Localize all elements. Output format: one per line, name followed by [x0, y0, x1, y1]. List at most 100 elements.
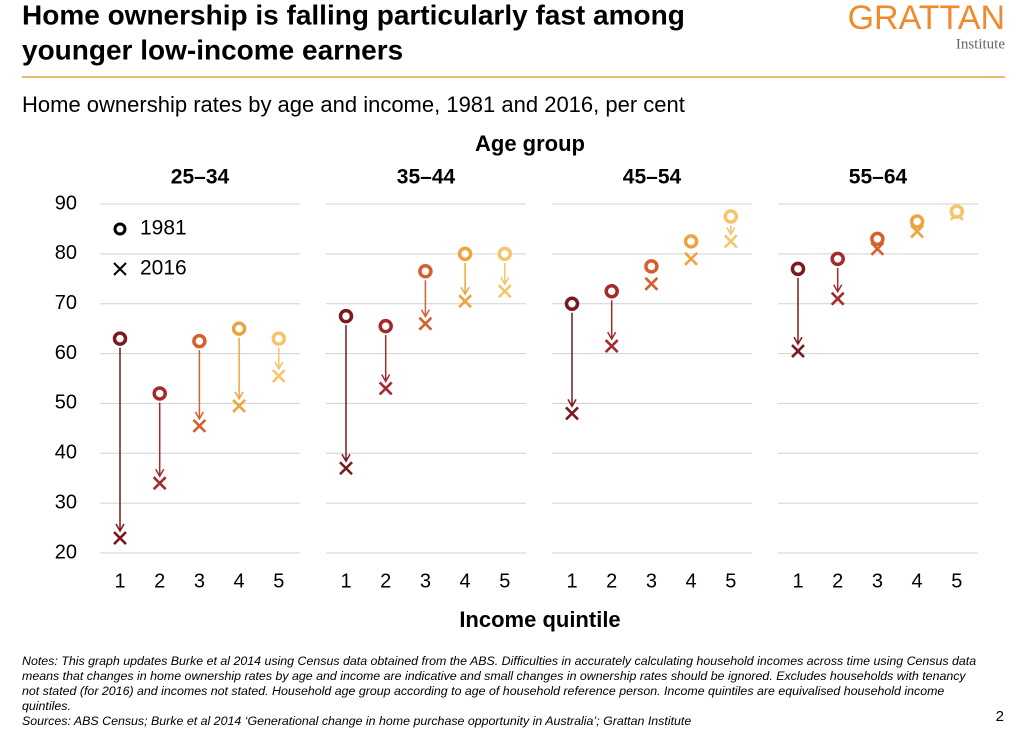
x-tick-label: 5 [499, 570, 510, 592]
marker-1981 [790, 261, 806, 277]
marker-1981 [949, 204, 965, 219]
marker-2016 [192, 418, 207, 433]
marker-1981 [271, 331, 287, 346]
marker-1981 [112, 331, 128, 346]
x-tick-label: 4 [460, 570, 471, 592]
change-arrow [274, 347, 284, 371]
x-tick-label: 3 [646, 570, 657, 592]
marker-1981 [378, 318, 393, 334]
x-tick-label: 3 [420, 570, 431, 592]
y-tick-label: 50 [55, 392, 77, 414]
y-tick-label: 30 [55, 491, 77, 513]
panel-title: 55–64 [849, 166, 908, 189]
marker-1981 [564, 296, 580, 311]
y-tick-label: 70 [55, 292, 77, 314]
marker-2016 [418, 316, 433, 331]
marker-1981 [870, 231, 885, 247]
change-arrow [155, 402, 165, 478]
marker-2016 [644, 276, 659, 291]
marker-1981 [338, 308, 354, 324]
marker-1981 [604, 284, 619, 299]
x-tick-label: 1 [340, 570, 351, 592]
change-arrow [726, 225, 736, 236]
marker-1981 [418, 264, 433, 279]
x-tick-label: 5 [951, 570, 962, 592]
marker-2016 [497, 284, 512, 299]
y-tick-label: 80 [55, 242, 77, 264]
change-arrow [500, 262, 510, 286]
subtitle: Home ownership rates by age and income, … [22, 92, 685, 117]
x-tick-label: 1 [114, 570, 125, 592]
marker-2016 [152, 476, 167, 491]
x-tick-label: 2 [832, 570, 843, 592]
marker-1981 [723, 209, 739, 224]
x-tick-label: 3 [194, 570, 205, 592]
change-arrow [607, 300, 617, 341]
panel-title: 35–44 [397, 166, 456, 189]
title-line: Home ownership is falling particularly f… [22, 0, 685, 30]
x-tick-label: 2 [154, 570, 165, 592]
x-axis-label: Income quintile [459, 607, 620, 632]
panel-title: 25–34 [171, 166, 230, 189]
x-tick-label: 1 [792, 570, 803, 592]
marker-2016 [604, 339, 619, 354]
change-arrow [115, 347, 125, 533]
change-arrow [420, 280, 431, 319]
marker-2016 [339, 461, 353, 476]
x-tick-label: 5 [725, 570, 736, 592]
y-tick-label: 20 [55, 541, 77, 563]
marker-1981 [683, 234, 699, 249]
logo-sub: Institute [956, 36, 1006, 52]
marker-1981 [830, 251, 845, 267]
marker-2016 [723, 234, 738, 249]
change-arrow [194, 350, 205, 421]
marker-1981 [497, 246, 513, 262]
marker-2016 [565, 406, 579, 421]
y-tick-label: 40 [55, 442, 77, 464]
marker-1981 [457, 246, 473, 262]
sources: Sources: ABS Census; Burke et al 2014 ‘G… [22, 714, 692, 728]
marker-2016 [271, 369, 286, 383]
legend-label: 2016 [140, 257, 187, 280]
marker-1981 [192, 333, 207, 349]
panel-title: 45–54 [623, 166, 682, 189]
legend-label: 1981 [140, 217, 187, 240]
marker-1981 [909, 214, 925, 229]
chart: Home ownership is falling particularly f… [22, 0, 1006, 632]
y-tick-label: 90 [55, 192, 77, 214]
panel-group-label: Age group [475, 131, 585, 156]
page-number: 2 [995, 708, 1004, 725]
change-arrow [793, 277, 803, 346]
x-tick-label: 4 [912, 570, 923, 592]
legend-marker [113, 222, 127, 236]
marker-2016 [830, 291, 845, 306]
y-tick-label: 60 [55, 342, 77, 364]
x-tick-label: 4 [686, 570, 697, 592]
x-tick-label: 3 [872, 570, 883, 592]
marker-2016 [113, 531, 127, 545]
change-arrow [381, 335, 391, 383]
marker-1981 [644, 259, 659, 274]
x-tick-label: 2 [606, 570, 617, 592]
notes-text: Notes: This graph updates Burke et al 20… [22, 654, 977, 713]
marker-2016 [684, 251, 699, 266]
logo: GRATTAN [848, 0, 1005, 37]
x-tick-label: 1 [566, 570, 577, 592]
marker-2016 [378, 381, 393, 396]
change-arrow [567, 312, 577, 408]
x-tick-label: 2 [380, 570, 391, 592]
marker-1981 [231, 321, 247, 336]
title-line: younger low-income earners [22, 34, 403, 65]
change-arrow [234, 337, 244, 401]
marker-2016 [458, 294, 473, 309]
change-arrow [460, 262, 470, 296]
marker-2016 [791, 344, 805, 358]
legend-marker [113, 262, 127, 276]
x-tick-label: 5 [273, 570, 284, 592]
x-tick-label: 4 [234, 570, 245, 592]
marker-2016 [232, 399, 247, 413]
notes: Notes: This graph updates Burke et al 20… [22, 654, 977, 729]
change-arrow [341, 325, 351, 463]
change-arrow [833, 267, 843, 294]
